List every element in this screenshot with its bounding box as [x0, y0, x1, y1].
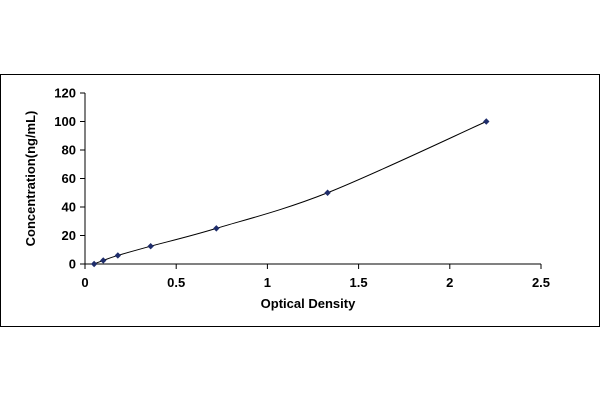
data-points — [90, 118, 490, 268]
fit-curve — [93, 121, 487, 265]
chart-frame — [0, 74, 600, 327]
data-point — [100, 257, 107, 264]
y-tick-label: 20 — [62, 228, 76, 243]
y-ticks: 0 20 40 60 80 100 120 — [54, 86, 85, 272]
x-tick-label: 2.5 — [532, 275, 550, 290]
y-axis-title: Concentration(ng/mL) — [23, 111, 38, 247]
y-tick-label: 0 — [69, 257, 76, 272]
x-tick-label: 2 — [446, 275, 453, 290]
y-tick-label: 40 — [62, 200, 76, 215]
data-point — [483, 118, 490, 125]
data-point — [147, 242, 154, 250]
data-point — [324, 189, 331, 196]
x-tick-label: 0.5 — [167, 275, 185, 290]
x-axis-title: Optical Density — [261, 296, 356, 311]
axes — [84, 93, 541, 265]
x-ticks: 0 0.5 1 1.5 2 2.5 — [81, 264, 550, 290]
x-tick-label: 0 — [81, 275, 88, 290]
data-point — [90, 260, 98, 268]
y-tick-label: 80 — [62, 143, 76, 158]
y-tick-label: 100 — [54, 114, 76, 129]
y-tick-label: 60 — [62, 171, 76, 186]
data-point — [114, 252, 122, 259]
data-point — [213, 225, 220, 232]
y-tick-label: 120 — [54, 86, 76, 101]
x-tick-label: 1.5 — [350, 275, 368, 290]
x-tick-label: 1 — [264, 275, 271, 290]
